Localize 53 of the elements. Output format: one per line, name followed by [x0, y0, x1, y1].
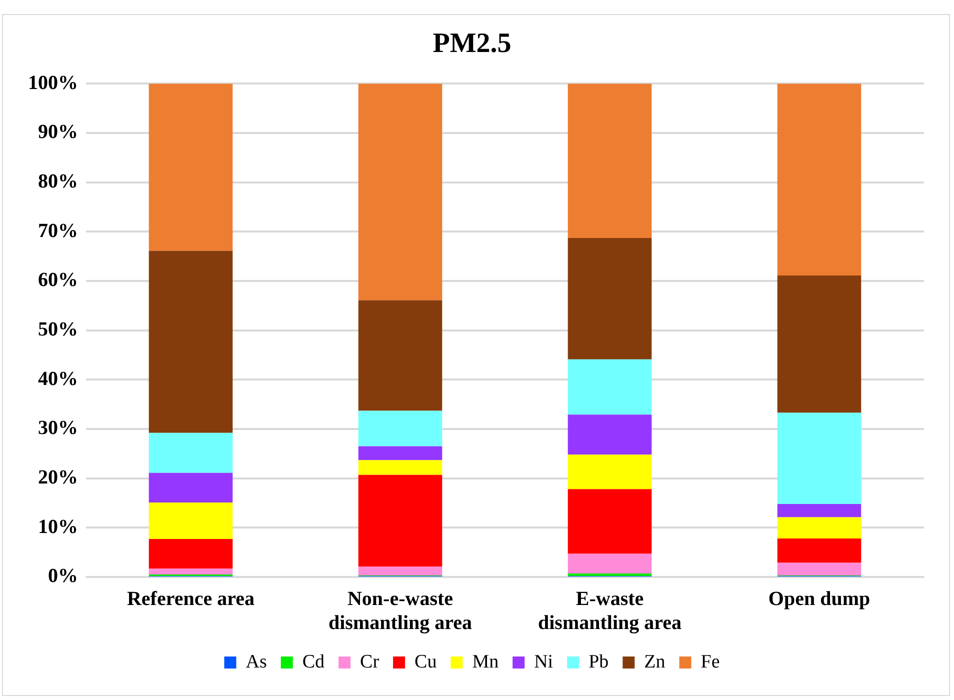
chart-title: PM2.5	[432, 28, 512, 60]
legend-label: Fe	[700, 651, 720, 672]
legend-label: Mn	[472, 651, 500, 672]
y-tick-label: 70%	[38, 220, 78, 242]
bar	[777, 276, 862, 413]
bar	[148, 250, 233, 433]
x-tick-label: E-waste dismantling area	[538, 588, 682, 634]
bar	[568, 238, 652, 360]
bar	[568, 84, 652, 238]
x-tick-label: Non-e-waste dismantling area	[328, 588, 472, 634]
legend-label: Ni	[534, 651, 554, 672]
y-tick-label: 80%	[38, 170, 78, 192]
bar	[777, 538, 862, 563]
bar	[148, 502, 233, 540]
bar	[148, 84, 233, 251]
y-tick-label: 10%	[38, 516, 78, 538]
bar	[568, 359, 652, 415]
y-tick-label: 50%	[38, 318, 78, 340]
bar	[358, 300, 442, 411]
bar	[358, 446, 442, 460]
bar	[568, 489, 652, 554]
bar	[777, 84, 862, 276]
y-tick-label: 20%	[38, 466, 78, 488]
bar	[358, 460, 442, 475]
bar	[568, 554, 652, 574]
bar	[777, 412, 862, 504]
bar	[148, 432, 233, 473]
bar	[148, 472, 233, 502]
legend-label: Cu	[414, 651, 438, 672]
bar	[777, 504, 862, 518]
legend-label: Cd	[302, 651, 326, 672]
bar	[148, 539, 233, 569]
y-tick-label: 0%	[48, 565, 78, 588]
bar	[358, 566, 442, 576]
legend-label: As	[246, 651, 267, 672]
legend-label: Pb	[588, 651, 609, 672]
y-tick-label: 60%	[38, 269, 78, 292]
bar	[777, 562, 862, 576]
bar	[358, 474, 442, 567]
y-tick-label: 30%	[38, 417, 78, 440]
y-tick-label: 90%	[38, 121, 78, 144]
legend-label: Zn	[644, 651, 666, 672]
y-tick-label: 100%	[28, 72, 78, 94]
x-tick-label: Reference area	[126, 588, 255, 610]
bar	[777, 517, 862, 539]
bar	[568, 454, 652, 490]
legend-label: Cr	[360, 651, 380, 672]
y-tick-label: 40%	[38, 368, 78, 390]
x-tick-label: Open dump	[768, 588, 870, 610]
bar	[358, 84, 442, 300]
bar	[148, 568, 233, 575]
bar	[568, 414, 652, 455]
bar	[358, 410, 442, 446]
